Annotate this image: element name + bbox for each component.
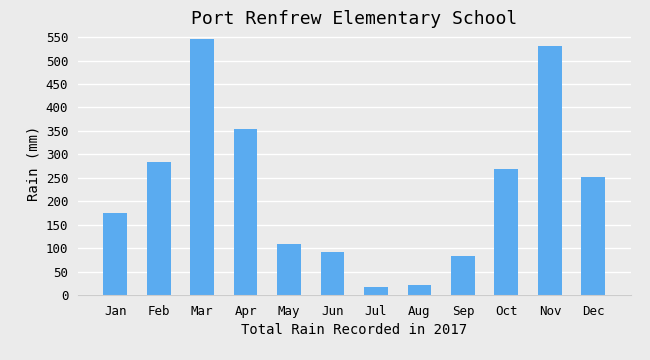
Bar [190, 40, 214, 295]
Bar [103, 213, 127, 295]
Bar [582, 177, 605, 295]
Bar [451, 256, 475, 295]
Bar [320, 252, 344, 295]
Bar [277, 244, 301, 295]
Bar [147, 162, 170, 295]
Y-axis label: Rain (mm): Rain (mm) [26, 126, 40, 202]
Bar [233, 129, 257, 295]
Bar [495, 170, 519, 295]
Bar [364, 287, 388, 295]
Bar [538, 46, 562, 295]
Bar [408, 285, 432, 295]
X-axis label: Total Rain Recorded in 2017: Total Rain Recorded in 2017 [241, 324, 467, 337]
Title: Port Renfrew Elementary School: Port Renfrew Elementary School [191, 10, 517, 28]
